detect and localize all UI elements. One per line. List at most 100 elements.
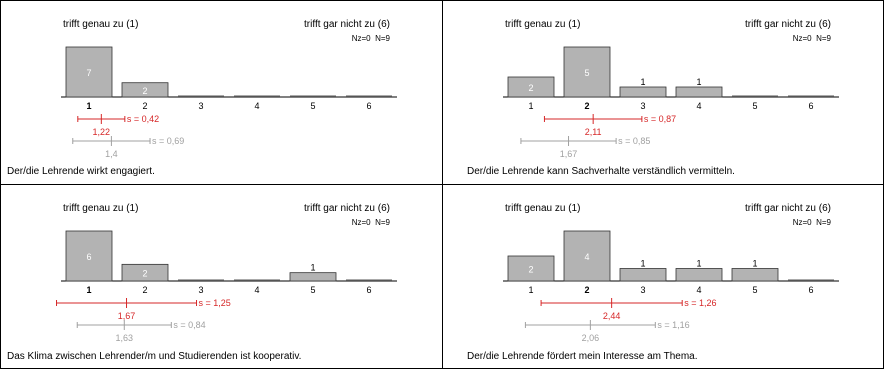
bar-4 [234,279,280,281]
chart-panel-klima: trifft genau zu (1) trifft gar nicht zu … [0,184,443,369]
left-scale-label: trifft genau zu (1) [505,203,581,214]
bar-count-label-1: 7 [86,68,91,78]
bar-2 [563,230,611,282]
bar-count-label-3: 1 [640,259,645,269]
x-tick-label-4: 4 [254,101,259,111]
x-tick-label-6: 6 [808,101,813,111]
x-tick-label-1: 1 [528,101,533,111]
x-tick-label-1: 1 [86,285,91,295]
bar-4 [234,95,280,97]
bar-4 [675,268,723,282]
x-tick-label-2: 2 [584,285,589,295]
sample-size-label: Nz=0 N=9 [793,34,831,43]
bar-2 [121,82,169,98]
bar-count-label-2: 2 [142,86,147,96]
sample-size-label: Nz=0 N=9 [352,218,390,227]
nz-label: Nz=0 [792,34,812,43]
bar-5 [731,268,779,282]
bar-count-label-4: 1 [696,259,701,269]
comparison-mean-label: 2,06 [582,333,600,343]
bar-2 [121,263,169,282]
sample-size-label: Nz=0 N=9 [793,218,831,227]
bar-count-label-2: 5 [584,68,589,78]
item-caption: Das Klima zwischen Lehrender/m und Studi… [7,351,302,362]
bar-3 [178,95,224,97]
nz-label: Nz=0 [792,218,812,227]
left-scale-label: trifft genau zu (1) [63,19,139,30]
x-tick-label-5: 5 [310,101,315,111]
bar-3 [178,279,224,281]
n-label: N=9 [375,218,390,227]
bar-5 [732,95,778,97]
x-tick-label-6: 6 [808,285,813,295]
chart-svg: 7 1 2 2 3 4 5 6 s = 0,42 1,22 s = 0,69 1,4 [61,46,397,159]
bar-count-label-1: 2 [528,83,533,93]
mean-mean-label: 2,44 [603,311,621,321]
bar-4 [675,86,723,98]
nz-label: Nz=0 [351,218,371,227]
bar-count-label-3: 1 [640,77,645,87]
x-tick-label-6: 6 [366,101,371,111]
bar-1 [507,76,555,98]
chart-svg: 6 1 2 2 3 4 1 5 6 s = 1,25 1,67 s = 0,84 1,63 [56,230,397,343]
x-tick-label-2: 2 [584,101,589,111]
bar-count-label-5: 1 [310,263,315,273]
bar-2 [563,46,611,98]
item-caption: Der/die Lehrende wirkt engagiert. [7,166,155,177]
mean-sd-label: s = 1,26 [684,298,716,308]
x-tick-label-3: 3 [640,101,645,111]
comparison-mean-label: 1,4 [105,149,118,159]
mean-sd-label: s = 0,87 [644,114,676,124]
item-caption: Der/die Lehrende fördert mein Interesse … [467,351,698,362]
bar-count-label-1: 6 [86,252,91,262]
bar-3 [619,268,667,282]
bar-count-label-5: 1 [752,259,757,269]
left-scale-label: trifft genau zu (1) [505,19,581,30]
sample-size-label: Nz=0 N=9 [352,34,390,43]
comparison-sd-label: s = 1,16 [657,320,689,330]
mean-mean-label: 2,11 [585,127,602,137]
x-tick-label-5: 5 [752,285,757,295]
mean-mean-label: 1,67 [118,311,136,321]
bar-6 [346,95,392,97]
right-scale-label: trifft gar nicht zu (6) [304,19,390,30]
chart-panel-verstaendlich: trifft genau zu (1) trifft gar nicht zu … [442,0,884,185]
right-scale-label: trifft gar nicht zu (6) [745,203,831,214]
bar-5 [290,95,336,97]
mean-sd-label: s = 1,25 [199,298,231,308]
x-tick-label-4: 4 [696,285,701,295]
bar-6 [788,95,834,97]
comparison-sd-label: s = 0,84 [173,320,205,330]
x-tick-label-3: 3 [198,285,203,295]
bar-count-label-2: 2 [142,269,147,279]
nz-label: Nz=0 [351,34,371,43]
right-scale-label: trifft gar nicht zu (6) [745,19,831,30]
chart-svg: 2 1 5 2 1 3 1 4 5 6 s = 0,87 2,11 s = 0,85 1,67 [503,46,839,159]
x-tick-label-4: 4 [254,285,259,295]
comparison-mean-label: 1,63 [116,333,134,343]
chart-panel-engagiert: trifft genau zu (1) trifft gar nicht zu … [0,0,443,185]
x-tick-label-3: 3 [640,285,645,295]
bar-5 [289,272,337,282]
x-tick-label-1: 1 [86,101,91,111]
comparison-sd-label: s = 0,85 [618,136,650,146]
n-label: N=9 [816,34,831,43]
x-tick-label-3: 3 [198,101,203,111]
bar-6 [788,279,834,281]
x-tick-label-1: 1 [528,285,533,295]
x-tick-label-4: 4 [696,101,701,111]
bar-count-label-4: 1 [696,77,701,87]
n-label: N=9 [375,34,390,43]
x-tick-label-5: 5 [310,285,315,295]
mean-sd-label: s = 0,42 [127,114,159,124]
chart-panel-interesse: trifft genau zu (1) trifft gar nicht zu … [442,184,884,369]
chart-svg: 2 1 4 2 1 3 1 4 1 5 6 s = 1,26 2,44 s = 1,16 2,06 [503,230,839,343]
bar-6 [346,279,392,281]
n-label: N=9 [816,218,831,227]
x-tick-label-5: 5 [752,101,757,111]
bar-count-label-2: 4 [584,252,589,262]
x-tick-label-6: 6 [366,285,371,295]
bar-1 [65,46,113,98]
bar-3 [619,86,667,98]
